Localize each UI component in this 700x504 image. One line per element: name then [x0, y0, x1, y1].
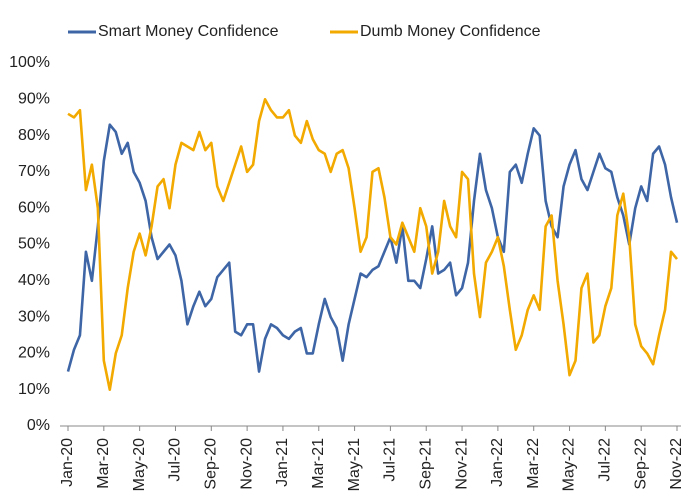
x-tick-label: Nov-22	[668, 438, 685, 490]
y-tick-label: 30%	[18, 308, 50, 325]
x-tick-label: Jan-20	[59, 438, 76, 487]
legend-label: Smart Money Confidence	[98, 23, 279, 40]
x-tick-label: May-20	[131, 438, 148, 491]
series-line	[67, 98, 679, 391]
y-tick-label: 80%	[18, 127, 50, 144]
x-tick-label: Jan-21	[274, 438, 291, 487]
y-tick-label: 60%	[18, 199, 50, 216]
x-tick-label: Jul-21	[382, 438, 399, 482]
y-tick-label: 100%	[9, 54, 50, 71]
y-tick-label: 10%	[18, 381, 50, 398]
y-tick-label: 50%	[18, 236, 50, 253]
x-tick-label: May-21	[346, 438, 363, 491]
series-line	[66, 123, 679, 373]
legend-label: Dumb Money Confidence	[360, 23, 541, 40]
x-tick-label: Jul-22	[597, 438, 614, 482]
x-tick-label: May-22	[561, 438, 578, 491]
x-tick-label: Jan-22	[489, 438, 506, 487]
x-tick-label: Sep-22	[632, 438, 649, 490]
y-tick-label: 70%	[18, 163, 50, 180]
y-tick-label: 40%	[18, 272, 50, 289]
x-tick-label: Jul-20	[167, 438, 184, 482]
x-tick-label: Mar-22	[525, 438, 542, 489]
y-tick-label: 90%	[18, 91, 50, 108]
x-tick-label: Mar-20	[95, 438, 112, 489]
x-tick-label: Sep-20	[203, 438, 220, 490]
y-tick-label: 20%	[18, 345, 50, 362]
x-tick-label: Sep-21	[417, 438, 434, 490]
y-tick-label: 0%	[27, 417, 50, 434]
x-tick-label: Mar-21	[310, 438, 327, 489]
x-tick-label: Nov-20	[238, 438, 255, 490]
x-tick-label: Nov-21	[453, 438, 470, 490]
